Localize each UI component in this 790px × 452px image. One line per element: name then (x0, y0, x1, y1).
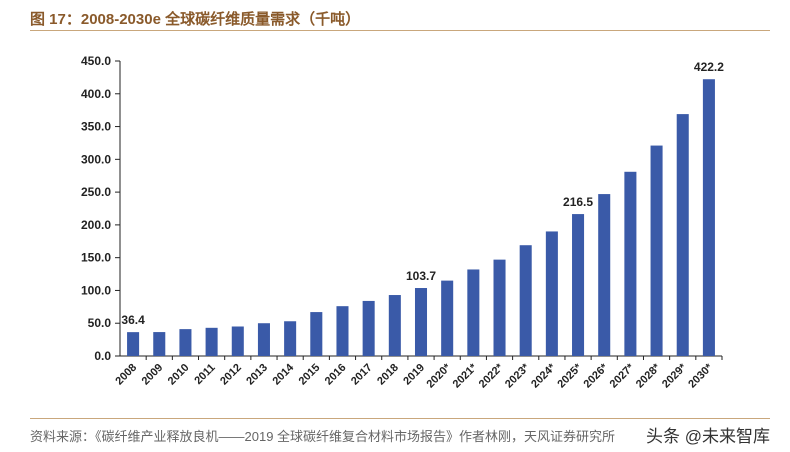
bar (153, 332, 166, 356)
source-note: 资料来源：《碳纤维产业释放良机——2019 全球碳纤维复合材料市场报告》作者林刚… (30, 429, 616, 444)
bar (624, 171, 637, 356)
x-tick-label: 2008 (113, 362, 139, 388)
bar (493, 259, 506, 356)
bar (598, 194, 611, 356)
x-tick-label: 2021* (451, 361, 480, 390)
x-tick-label: 2016 (323, 362, 349, 388)
bar (179, 329, 192, 356)
bar (310, 312, 323, 356)
x-tick-label: 2011 (192, 362, 217, 387)
x-tick-label: 2010 (166, 362, 192, 388)
y-tick-label: 250.0 (81, 185, 111, 199)
y-tick-label: 200.0 (81, 218, 111, 232)
data-label: 103.7 (406, 269, 436, 283)
x-tick-label: 2017 (349, 362, 375, 388)
y-tick-label: 150.0 (81, 251, 111, 265)
data-label: 216.5 (563, 195, 593, 209)
x-tick-label: 2018 (375, 362, 401, 388)
title-divider (30, 30, 770, 31)
source-divider (30, 418, 770, 419)
bar (519, 245, 532, 356)
figure-title: 图 17：2008-2030e 全球碳纤维质量需求（千吨） (30, 11, 361, 28)
bar (702, 79, 715, 357)
x-tick-label: 2023* (503, 361, 532, 390)
bar (231, 326, 244, 356)
x-tick-label: 2024* (529, 361, 558, 390)
bar (572, 214, 585, 356)
bar (545, 231, 558, 356)
x-tick-label: 2028* (634, 361, 663, 390)
x-tick-label: 2029* (660, 361, 689, 390)
x-tick-label: 2013 (244, 362, 270, 388)
x-tick-label: 2026* (582, 361, 611, 390)
y-tick-label: 350.0 (81, 120, 111, 134)
bar (257, 323, 270, 356)
y-tick-label: 50.0 (88, 316, 112, 330)
bar (284, 321, 297, 356)
bar (362, 300, 375, 356)
data-label: 422.2 (694, 60, 724, 74)
x-tick-label: 2015 (297, 362, 323, 388)
bar (205, 327, 218, 356)
x-tick-label: 2027* (608, 361, 637, 390)
bar (127, 332, 140, 356)
y-tick-label: 0.0 (94, 349, 111, 363)
bar (650, 145, 663, 356)
x-tick-label: 2030* (686, 361, 715, 390)
bar (676, 114, 689, 356)
bar (467, 269, 480, 356)
y-tick-label: 100.0 (81, 283, 111, 297)
bar (414, 288, 428, 356)
x-tick-label: 2025* (555, 361, 584, 390)
x-tick-label: 2012 (218, 362, 244, 388)
y-tick-label: 450.0 (81, 54, 111, 68)
bar (441, 280, 454, 356)
y-tick-label: 400.0 (81, 87, 111, 101)
x-tick-label: 2019 (401, 362, 427, 388)
y-tick-label: 300.0 (81, 152, 111, 166)
bar (388, 295, 401, 356)
watermark: 头条 @未来智库 (644, 422, 772, 447)
x-tick-label: 2009 (140, 362, 166, 388)
x-tick-label: 2014 (270, 361, 296, 387)
bar (336, 306, 349, 356)
x-tick-label: 2022* (477, 361, 506, 390)
data-label: 36.4 (121, 313, 145, 327)
x-tick-label: 2020* (424, 361, 453, 390)
